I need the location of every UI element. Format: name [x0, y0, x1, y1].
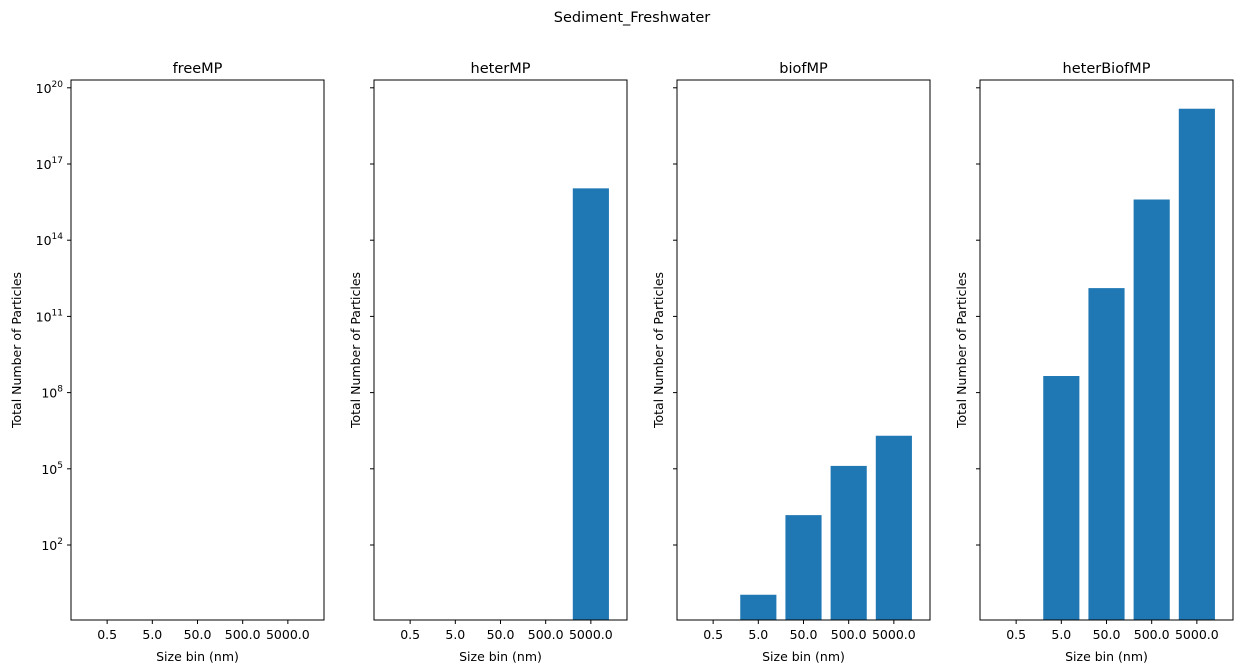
x-axis-label: Size bin (nm): [1065, 649, 1148, 664]
x-tick-label: 500.0: [1134, 627, 1170, 642]
x-tick-label: 50.0: [790, 627, 818, 642]
bar: [572, 188, 609, 620]
y-tick-label: 1011: [36, 308, 63, 324]
x-tick-label: 5.0: [1051, 627, 1071, 642]
bar: [1088, 288, 1125, 620]
x-tick-label: 5.0: [445, 627, 465, 642]
bar: [830, 465, 867, 620]
x-tick-label: 0.5: [1006, 627, 1026, 642]
y-tick-label: 1014: [36, 232, 64, 248]
panel-heterbiofmp: heterBiofMP Size bin (nm) Total Number o…: [954, 61, 1234, 664]
panel-title: freeMP: [173, 61, 223, 77]
panel-hetermp: heterMP Size bin (nm) Total Number of Pa…: [348, 61, 628, 664]
y-tick-label: 105: [41, 461, 63, 477]
x-tick-label: 5.0: [748, 627, 768, 642]
y-tick-label: 108: [41, 385, 63, 401]
x-tick-label: 5000.0: [872, 627, 916, 642]
bar: [785, 515, 822, 620]
x-axis-label: Size bin (nm): [156, 649, 239, 664]
x-tick-label: 5.0: [142, 627, 162, 642]
x-tick-label: 5000.0: [1175, 627, 1219, 642]
y-axis-label: Total Number of Particles: [954, 272, 969, 429]
x-tick-label: 5000.0: [266, 627, 310, 642]
panel-title: heterBiofMP: [1063, 61, 1151, 77]
x-tick-label: 500.0: [528, 627, 564, 642]
x-axis-label: Size bin (nm): [762, 649, 845, 664]
figure-suptitle: Sediment_Freshwater: [554, 10, 710, 26]
bar: [1043, 376, 1080, 620]
panel-title: heterMP: [471, 61, 531, 77]
panel-biofmp: biofMP Size bin (nm) Total Number of Par…: [651, 61, 931, 664]
y-tick-label: 1017: [36, 156, 63, 172]
x-tick-label: 50.0: [1093, 627, 1121, 642]
panel-freemp: freeMP Size bin (nm) Total Number of Par…: [9, 61, 325, 664]
x-tick-label: 500.0: [831, 627, 867, 642]
x-tick-label: 5000.0: [569, 627, 613, 642]
y-axis-label: Total Number of Particles: [348, 272, 363, 429]
x-tick-label: 0.5: [400, 627, 420, 642]
x-tick-label: 500.0: [225, 627, 261, 642]
bar: [1178, 108, 1215, 620]
x-tick-label: 50.0: [487, 627, 515, 642]
x-axis-label: Size bin (nm): [459, 649, 542, 664]
x-tick-label: 0.5: [703, 627, 723, 642]
y-tick-label: 102: [41, 537, 63, 553]
panel-title: biofMP: [779, 61, 828, 77]
y-axis-label: Total Number of Particles: [9, 272, 24, 429]
y-tick-label: 1020: [36, 80, 64, 96]
bar: [1133, 199, 1170, 620]
bar: [740, 594, 777, 620]
y-axis-label: Total Number of Particles: [651, 272, 666, 429]
x-tick-label: 0.5: [97, 627, 117, 642]
x-tick-label: 50.0: [184, 627, 212, 642]
bar: [875, 435, 912, 620]
